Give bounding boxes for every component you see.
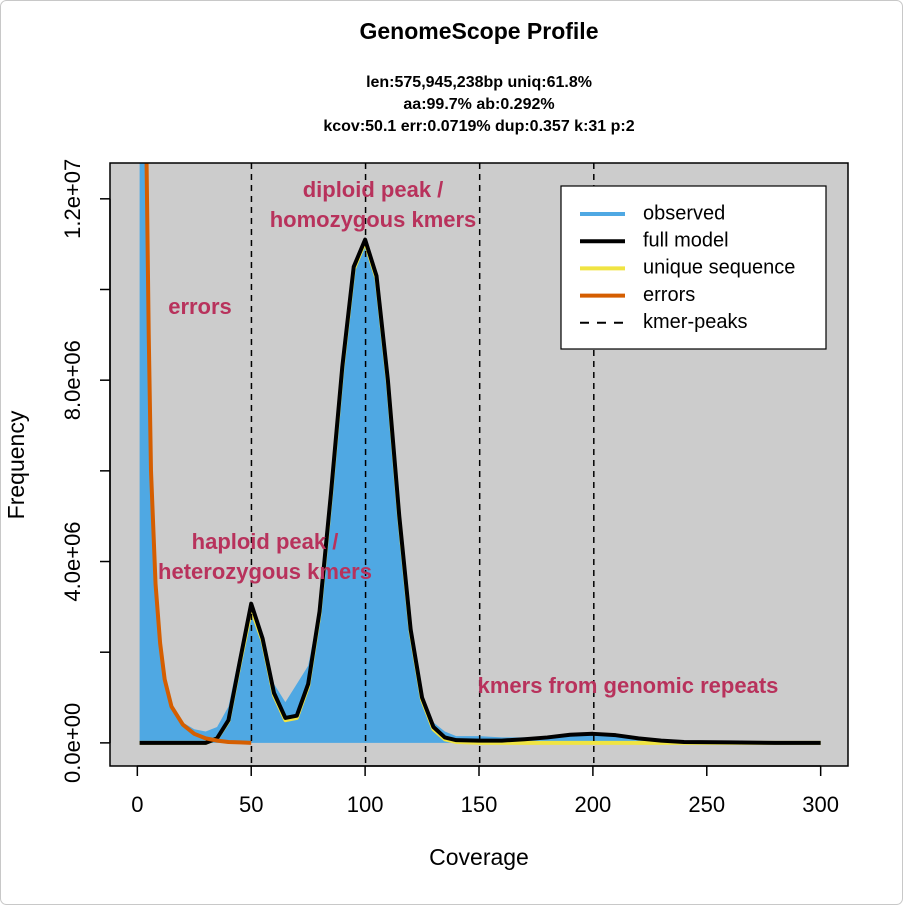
y-tick-label: 8.0e+06 (60, 340, 85, 420)
x-tick-label: 150 (461, 792, 498, 817)
annotation: heterozygous kmers (158, 559, 372, 584)
chart-title: GenomeScope Profile (359, 18, 598, 44)
x-tick-label: 250 (688, 792, 725, 817)
subtitle: aa:99.7% ab:0.292% (403, 96, 554, 113)
legend-label: kmer-peaks (643, 311, 747, 333)
y-axis-label: Frequency (3, 410, 29, 519)
annotation: errors (168, 294, 232, 319)
legend-label: unique sequence (643, 257, 795, 279)
subtitle: len:575,945,238bp uniq:61.8% (366, 74, 592, 91)
series-line (144, 163, 252, 745)
x-tick-label: 300 (802, 792, 839, 817)
y-tick-label: 0.0e+00 (60, 703, 85, 783)
x-tick-label: 50 (239, 792, 263, 817)
x-tick-label: 200 (575, 792, 612, 817)
x-tick-label: 0 (131, 792, 143, 817)
y-tick-label: 4.0e+06 (60, 521, 85, 601)
legend-label: observed (643, 202, 725, 224)
x-tick-label: 100 (347, 792, 384, 817)
legend-label: errors (643, 284, 695, 306)
y-tick-label: 1.2e+07 (60, 159, 85, 239)
x-axis-label: Coverage (429, 844, 529, 870)
legend-label: full model (643, 229, 729, 251)
annotation: homozygous kmers (270, 207, 477, 232)
annotation: kmers from genomic repeats (478, 673, 779, 698)
series-line (139, 237, 821, 745)
annotation: diploid peak / (303, 177, 444, 202)
annotation: haploid peak / (192, 529, 339, 554)
subtitle: kcov:50.1 err:0.0719% dup:0.357 k:31 p:2 (323, 118, 634, 135)
